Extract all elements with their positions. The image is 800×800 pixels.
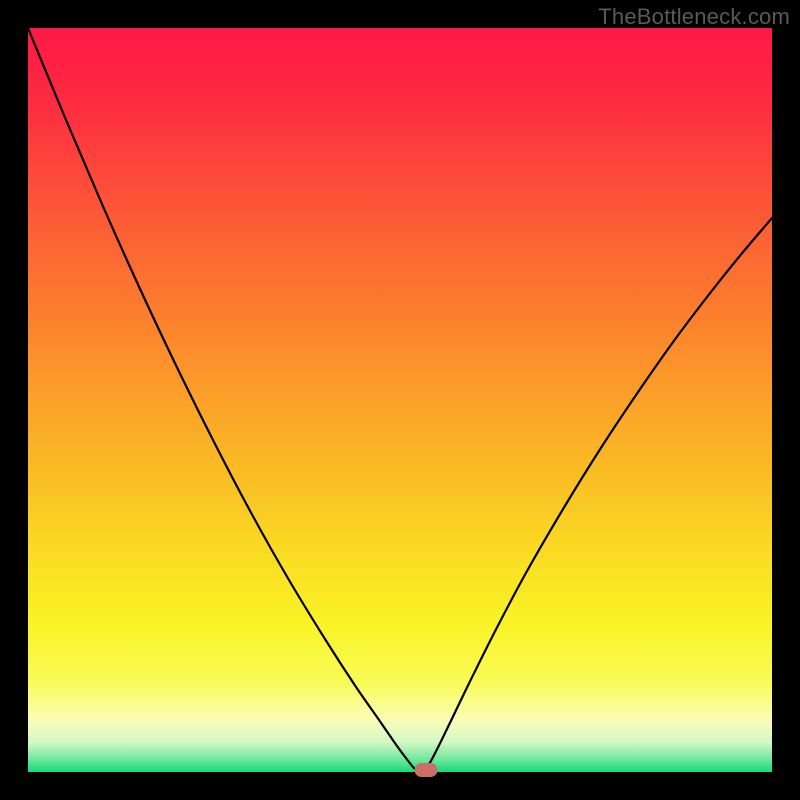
- bottleneck-chart: [0, 0, 800, 800]
- plot-background: [28, 28, 772, 772]
- chart-root: TheBottleneck.com: [0, 0, 800, 800]
- watermark-text: TheBottleneck.com: [598, 4, 790, 30]
- optimum-marker: [415, 764, 437, 777]
